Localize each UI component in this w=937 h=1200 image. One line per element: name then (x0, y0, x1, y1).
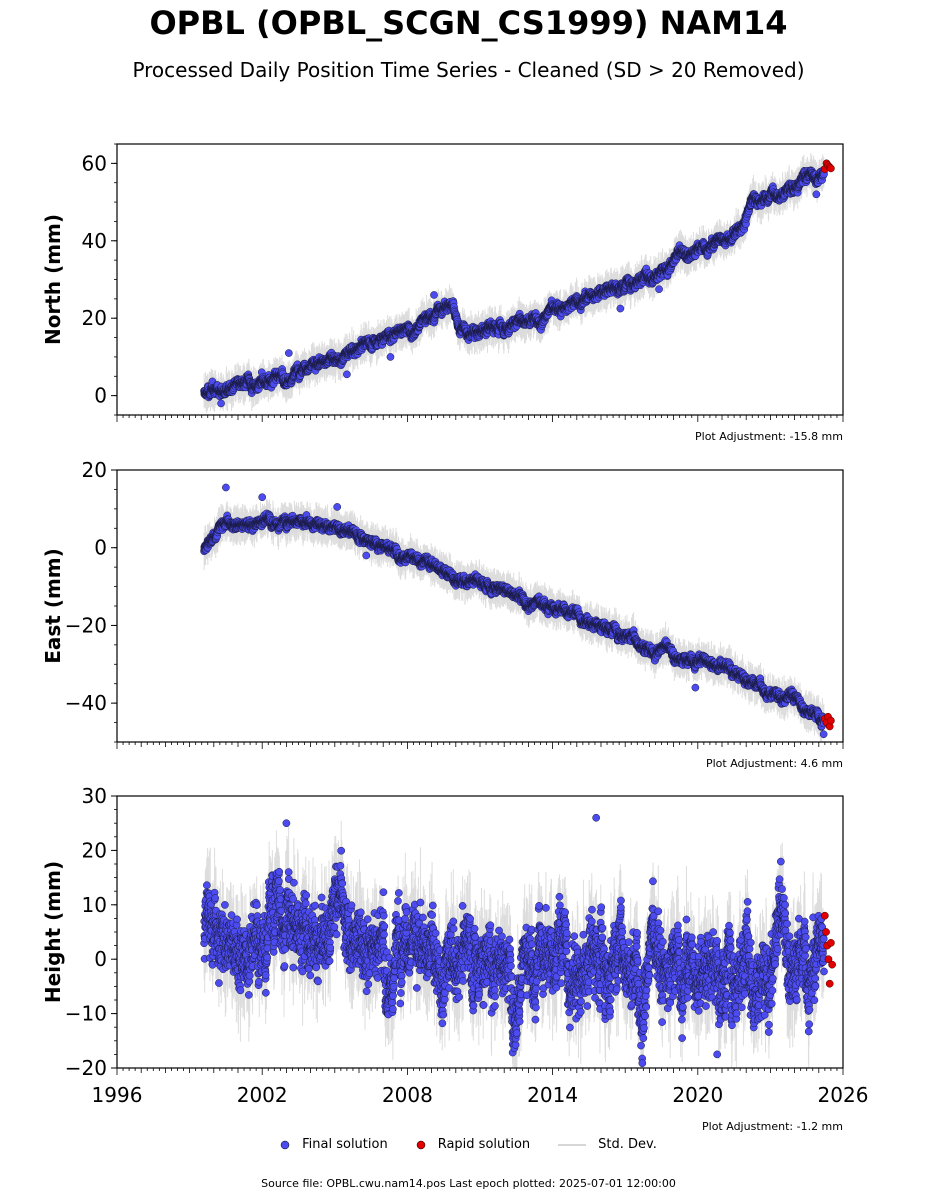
chart-subtitle: Processed Daily Position Time Series - C… (132, 58, 805, 82)
final-points-north (200, 165, 828, 408)
plot-area-north (200, 152, 835, 414)
chart-title: OPBL (OPBL_SCGN_CS1999) NAM14 (149, 4, 788, 42)
